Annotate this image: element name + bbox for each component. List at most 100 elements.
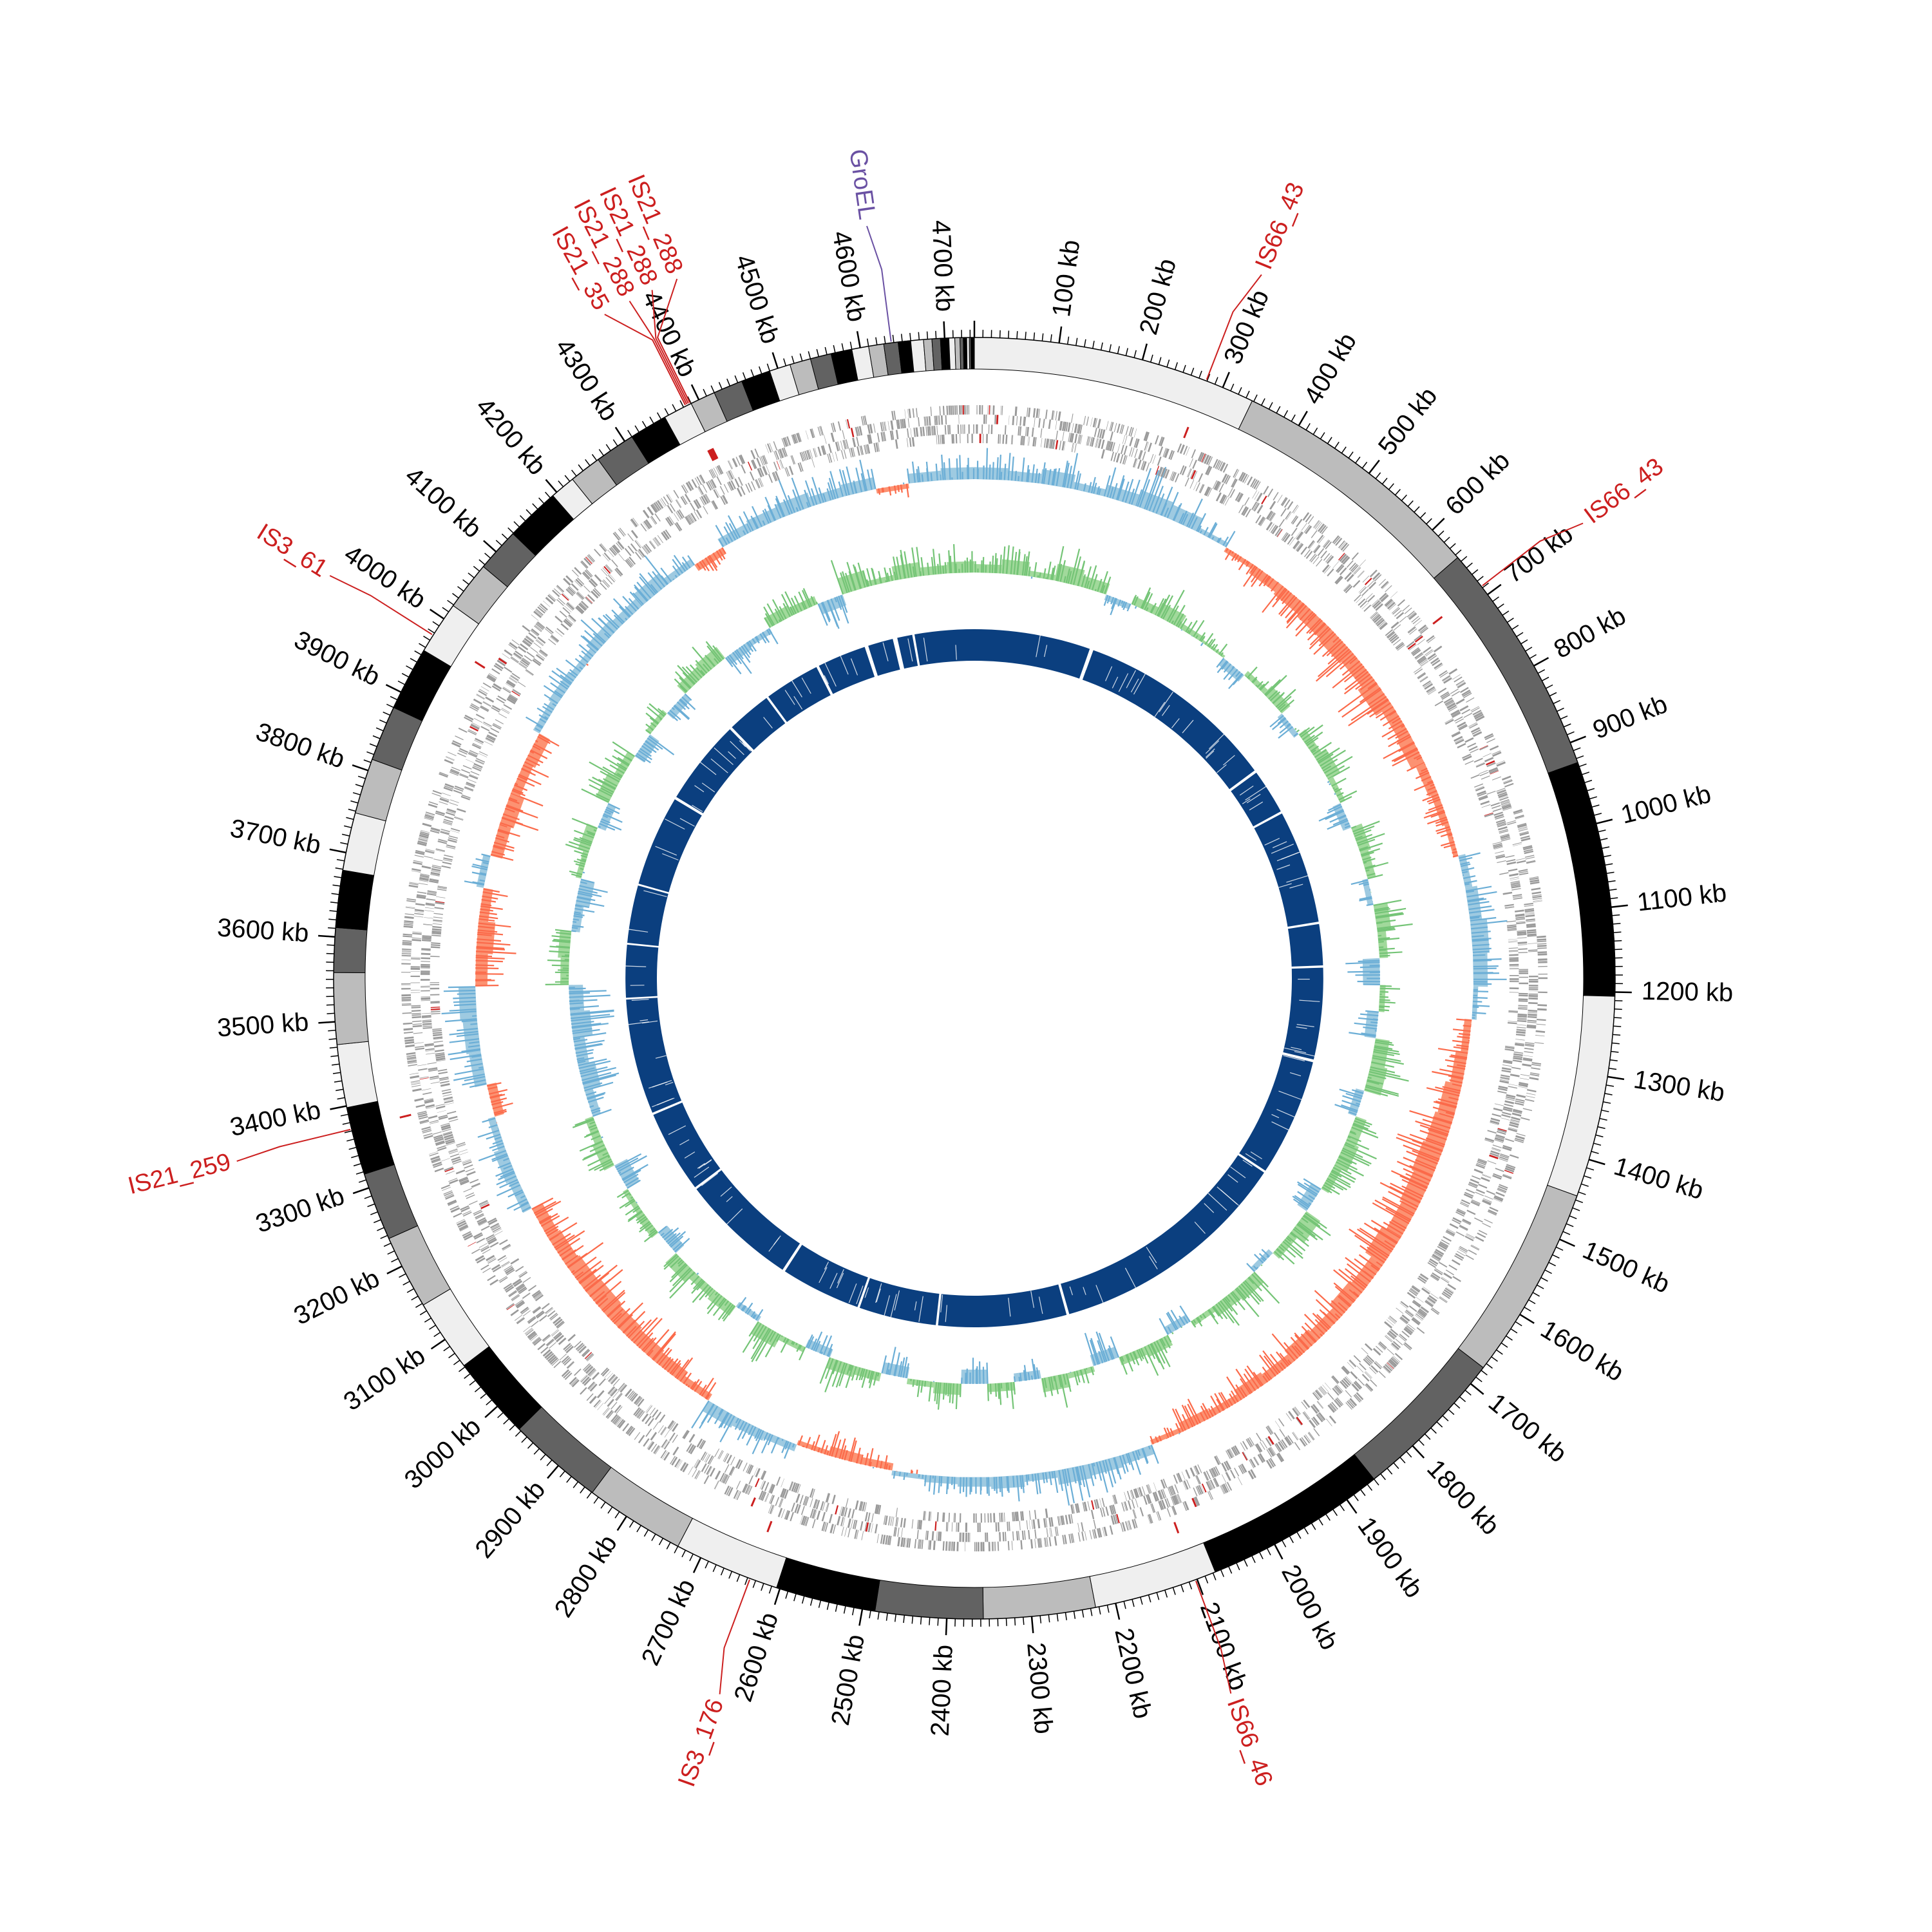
gene-mark bbox=[1238, 1465, 1244, 1475]
gene-mark bbox=[1112, 1495, 1115, 1504]
gene-mark bbox=[1095, 418, 1098, 428]
gene-mark bbox=[1318, 1388, 1325, 1396]
gene-mark bbox=[728, 460, 734, 469]
gene-mark bbox=[715, 466, 721, 475]
gc-skew-spike bbox=[1096, 486, 1100, 495]
gene-mark bbox=[1516, 1094, 1526, 1098]
gene-mark bbox=[1074, 443, 1077, 453]
gene-mark bbox=[1484, 813, 1494, 818]
gc-content-spike bbox=[635, 754, 646, 762]
gene-mark bbox=[1219, 494, 1226, 504]
gc-content-spike bbox=[589, 1105, 594, 1108]
gene-mark bbox=[506, 1286, 515, 1293]
gene-mark bbox=[586, 1393, 594, 1401]
gene-mark bbox=[1305, 514, 1312, 523]
gene-mark bbox=[1389, 634, 1398, 642]
gene-mark bbox=[1516, 860, 1526, 864]
gene-mark bbox=[1311, 1417, 1318, 1426]
gene-mark bbox=[1428, 1296, 1436, 1303]
gene-mark bbox=[900, 1537, 904, 1547]
gene-mark bbox=[722, 1474, 728, 1483]
gc-content-spike bbox=[1332, 818, 1348, 826]
gc-content-spike bbox=[1369, 1068, 1401, 1077]
gc-content-spike bbox=[1321, 758, 1338, 770]
gene-mark bbox=[1492, 776, 1501, 781]
gc-skew-spike bbox=[491, 1101, 504, 1106]
gene-mark bbox=[901, 1528, 903, 1538]
gene-mark bbox=[1336, 1384, 1343, 1392]
gc-skew-spike bbox=[624, 605, 634, 615]
gc-content-spike bbox=[1276, 696, 1292, 710]
gc-skew-bin bbox=[907, 470, 942, 484]
gc-content-spike bbox=[1367, 1079, 1383, 1085]
gene-mark bbox=[545, 1338, 554, 1346]
gene-mark bbox=[453, 1212, 462, 1218]
gene-mark bbox=[1497, 824, 1507, 828]
gene-mark bbox=[1525, 855, 1535, 858]
gene-mark bbox=[444, 759, 453, 764]
gene-mark bbox=[1524, 1099, 1535, 1102]
gene-mark bbox=[1515, 1098, 1525, 1102]
gene-mark bbox=[424, 814, 435, 819]
gene-mark bbox=[1504, 1100, 1515, 1104]
gene-mark bbox=[1432, 1255, 1441, 1261]
gene-mark bbox=[1492, 1175, 1502, 1180]
gene-mark bbox=[401, 953, 412, 955]
gc-skew-spike bbox=[738, 1420, 745, 1431]
gene-mark bbox=[1428, 1260, 1437, 1267]
gene-mark bbox=[672, 1423, 679, 1432]
gc-skew-spike bbox=[1375, 706, 1394, 719]
gc-content-spike bbox=[639, 1218, 648, 1225]
gene-mark bbox=[800, 1506, 805, 1515]
gc-content-spike bbox=[855, 1367, 861, 1381]
gc-content-spike bbox=[1215, 649, 1220, 653]
gene-mark bbox=[1238, 504, 1244, 513]
gene-mark bbox=[1400, 1301, 1409, 1308]
gene-mark bbox=[1504, 907, 1515, 909]
gc-skew-spike bbox=[1472, 1012, 1486, 1014]
gene-mark bbox=[473, 698, 482, 705]
gc-content-spike bbox=[795, 1343, 798, 1346]
gene-mark bbox=[1431, 1256, 1440, 1262]
gc-content-spike bbox=[1368, 1074, 1387, 1079]
gene-mark bbox=[817, 426, 821, 436]
gc-content-spike bbox=[1325, 765, 1345, 777]
gc-content-spike bbox=[619, 1166, 634, 1176]
gene-mark bbox=[1353, 1395, 1361, 1403]
gene-mark bbox=[1417, 672, 1426, 678]
gene-mark bbox=[1124, 1521, 1128, 1531]
gc-content-spike bbox=[798, 591, 808, 609]
gc-content-spike bbox=[575, 1049, 594, 1054]
gc-content-spike bbox=[1057, 1374, 1062, 1388]
gene-mark bbox=[556, 1334, 564, 1343]
gene-mark bbox=[1473, 1168, 1484, 1174]
gene-mark bbox=[1268, 1425, 1274, 1434]
gene-mark bbox=[1213, 1478, 1218, 1488]
gene-mark bbox=[1053, 410, 1055, 421]
inner-ring-line bbox=[1162, 705, 1170, 716]
gc-content-spike bbox=[1258, 1253, 1267, 1261]
gene-mark bbox=[1318, 1412, 1326, 1421]
gene-mark bbox=[1482, 1174, 1492, 1179]
gene-mark bbox=[1105, 1506, 1109, 1516]
gene-mark bbox=[1011, 1540, 1013, 1551]
gc-content-spike bbox=[835, 596, 842, 611]
gc-content-spike bbox=[596, 793, 611, 801]
gene-mark bbox=[1493, 843, 1502, 847]
gene-mark bbox=[1018, 1531, 1020, 1540]
gc-skew-spike bbox=[457, 1027, 478, 1032]
gene-mark bbox=[1267, 488, 1274, 497]
gc-content-spike bbox=[1379, 996, 1388, 998]
gene-mark bbox=[1296, 531, 1303, 540]
gene-mark bbox=[990, 424, 993, 434]
gc-skew-spike bbox=[1155, 1436, 1159, 1443]
gene-mark bbox=[469, 706, 478, 712]
gene-mark bbox=[1486, 760, 1495, 766]
gene-mark bbox=[1510, 883, 1520, 886]
gene-mark bbox=[1337, 565, 1345, 573]
gene-mark bbox=[1481, 775, 1490, 780]
gene-mark bbox=[1499, 1080, 1509, 1084]
gene-mark bbox=[465, 1192, 475, 1197]
gene-mark bbox=[965, 1532, 967, 1542]
gc-content-spike bbox=[684, 693, 692, 701]
